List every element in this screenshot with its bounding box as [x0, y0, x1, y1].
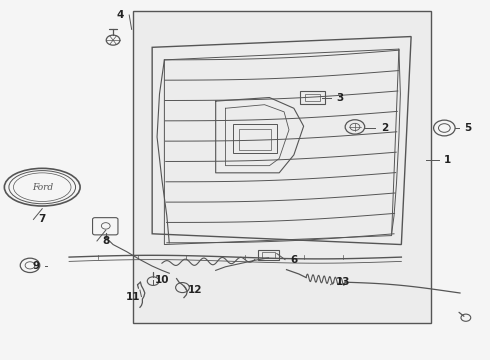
Text: 7: 7	[39, 215, 46, 224]
Text: 12: 12	[188, 285, 202, 295]
Bar	[133, 12, 431, 323]
Text: 3: 3	[337, 93, 344, 103]
Text: 2: 2	[381, 123, 388, 133]
Text: 1: 1	[444, 155, 451, 165]
Text: 5: 5	[464, 123, 471, 133]
Bar	[305, 94, 320, 101]
Bar	[258, 250, 279, 260]
Text: 9: 9	[32, 261, 39, 271]
Bar	[239, 129, 271, 149]
Text: Ford: Ford	[32, 183, 53, 192]
Text: 6: 6	[290, 255, 297, 265]
Bar	[233, 125, 277, 153]
Text: 13: 13	[336, 277, 350, 287]
Bar	[300, 91, 325, 104]
Text: 11: 11	[125, 292, 140, 302]
Text: 4: 4	[117, 10, 124, 20]
Text: 8: 8	[102, 236, 109, 246]
Text: 10: 10	[155, 275, 169, 285]
Bar	[262, 252, 275, 258]
